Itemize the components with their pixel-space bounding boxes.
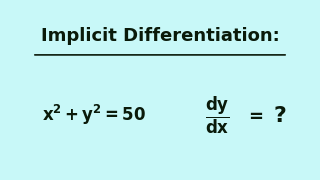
Text: $\mathbf{\dfrac{dy}{dx}}$: $\mathbf{\dfrac{dy}{dx}}$	[205, 95, 230, 136]
Text: $\mathbf{=}$: $\mathbf{=}$	[245, 106, 264, 124]
Text: Implicit Differentiation:: Implicit Differentiation:	[41, 27, 279, 45]
Text: $\mathbf{?}$: $\mathbf{?}$	[273, 106, 287, 126]
Text: $\mathbf{x^2 + y^2 = 50}$: $\mathbf{x^2 + y^2 = 50}$	[42, 103, 147, 127]
